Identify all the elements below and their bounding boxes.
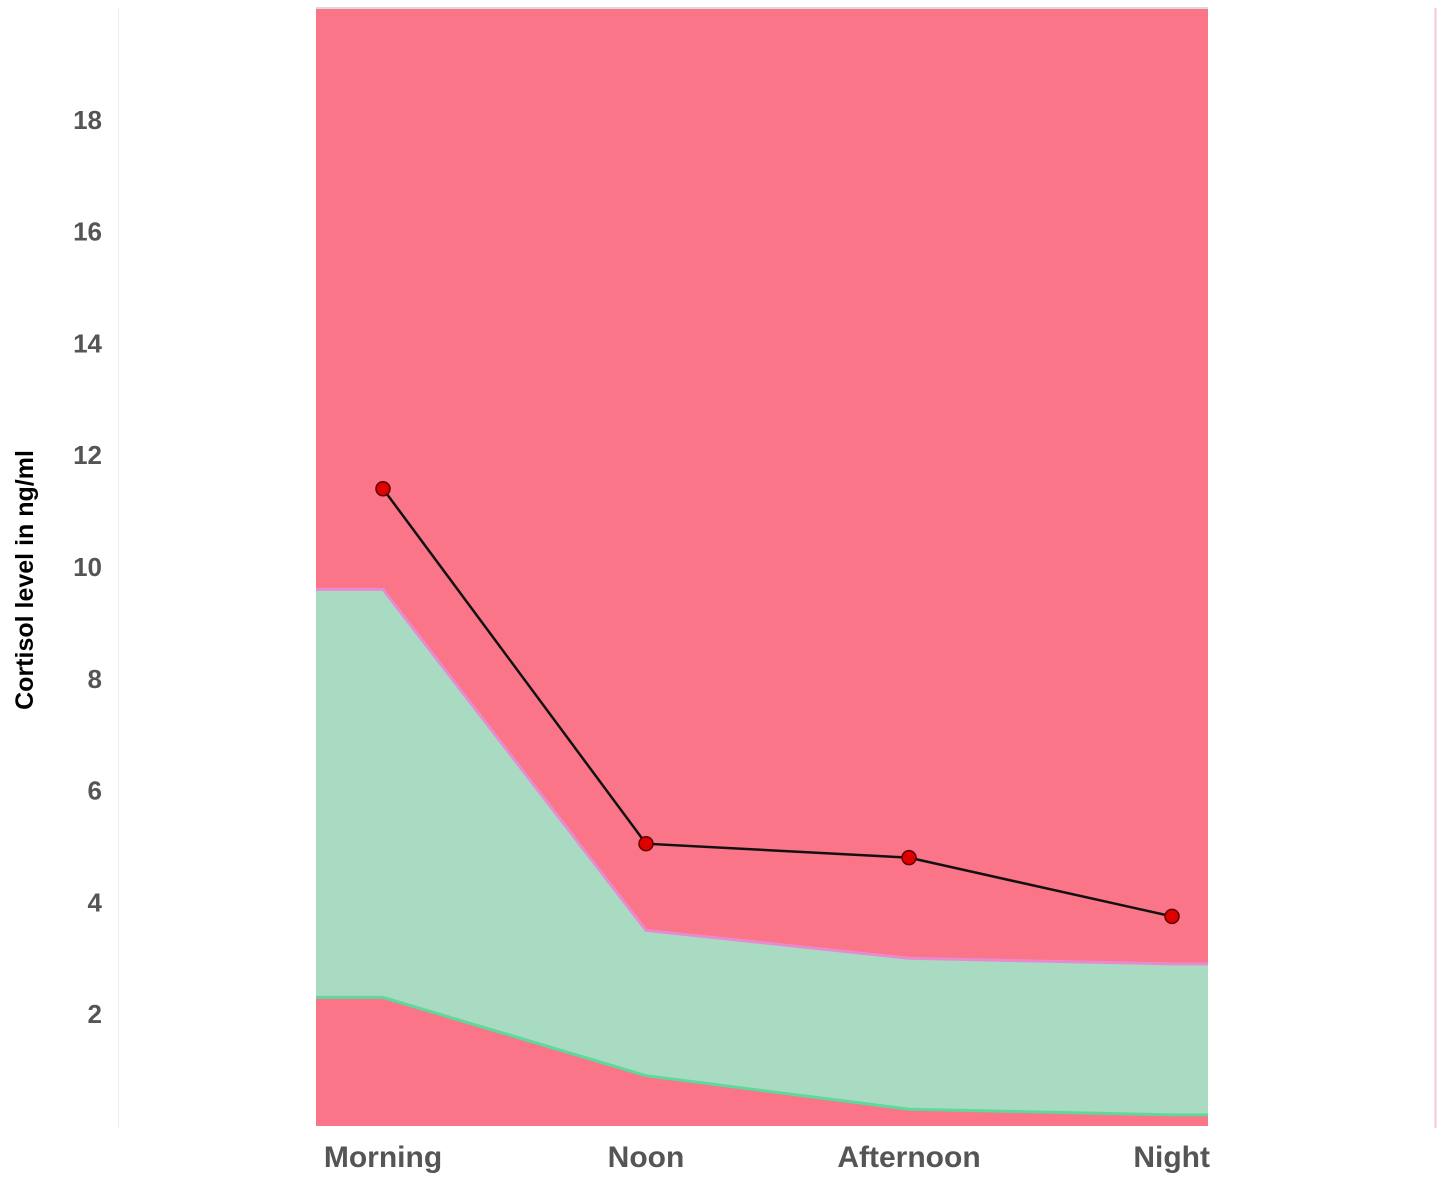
y-tick-label: 18 (73, 105, 102, 135)
y-tick-label: 2 (88, 999, 102, 1029)
y-tick-label: 14 (73, 328, 102, 358)
plot-area (316, 7, 1208, 1126)
data-point-night (1164, 908, 1180, 925)
normal-range-upper-edge (316, 587, 1208, 966)
y-tick-label: 4 (88, 887, 103, 917)
normal-range-lower-edge (316, 995, 1208, 1117)
x-tick-label: Morning (324, 1141, 442, 1174)
y-tick-label: 12 (73, 440, 102, 470)
data-point-noon (638, 835, 654, 852)
x-tick-label: Night (1133, 1141, 1210, 1174)
data-point-afternoon (901, 849, 917, 866)
normal-range-area (316, 589, 1208, 1115)
y-axis-title: Cortisol level in ng/ml (11, 450, 39, 710)
y-tick-label: 8 (88, 664, 102, 694)
y-axis: 2 4 6 8 10 12 14 16 18 (73, 105, 102, 1029)
y-tick-label: 10 (73, 552, 102, 582)
x-tick-label: Afternoon (837, 1141, 980, 1174)
x-tick-label: Noon (608, 1141, 685, 1174)
data-point-morning (375, 480, 391, 497)
cortisol-series-line (381, 487, 1173, 918)
x-axis: Morning Noon Afternoon Night (324, 1141, 1210, 1174)
y-tick-label: 6 (88, 776, 102, 806)
y-tick-label: 16 (73, 217, 102, 247)
